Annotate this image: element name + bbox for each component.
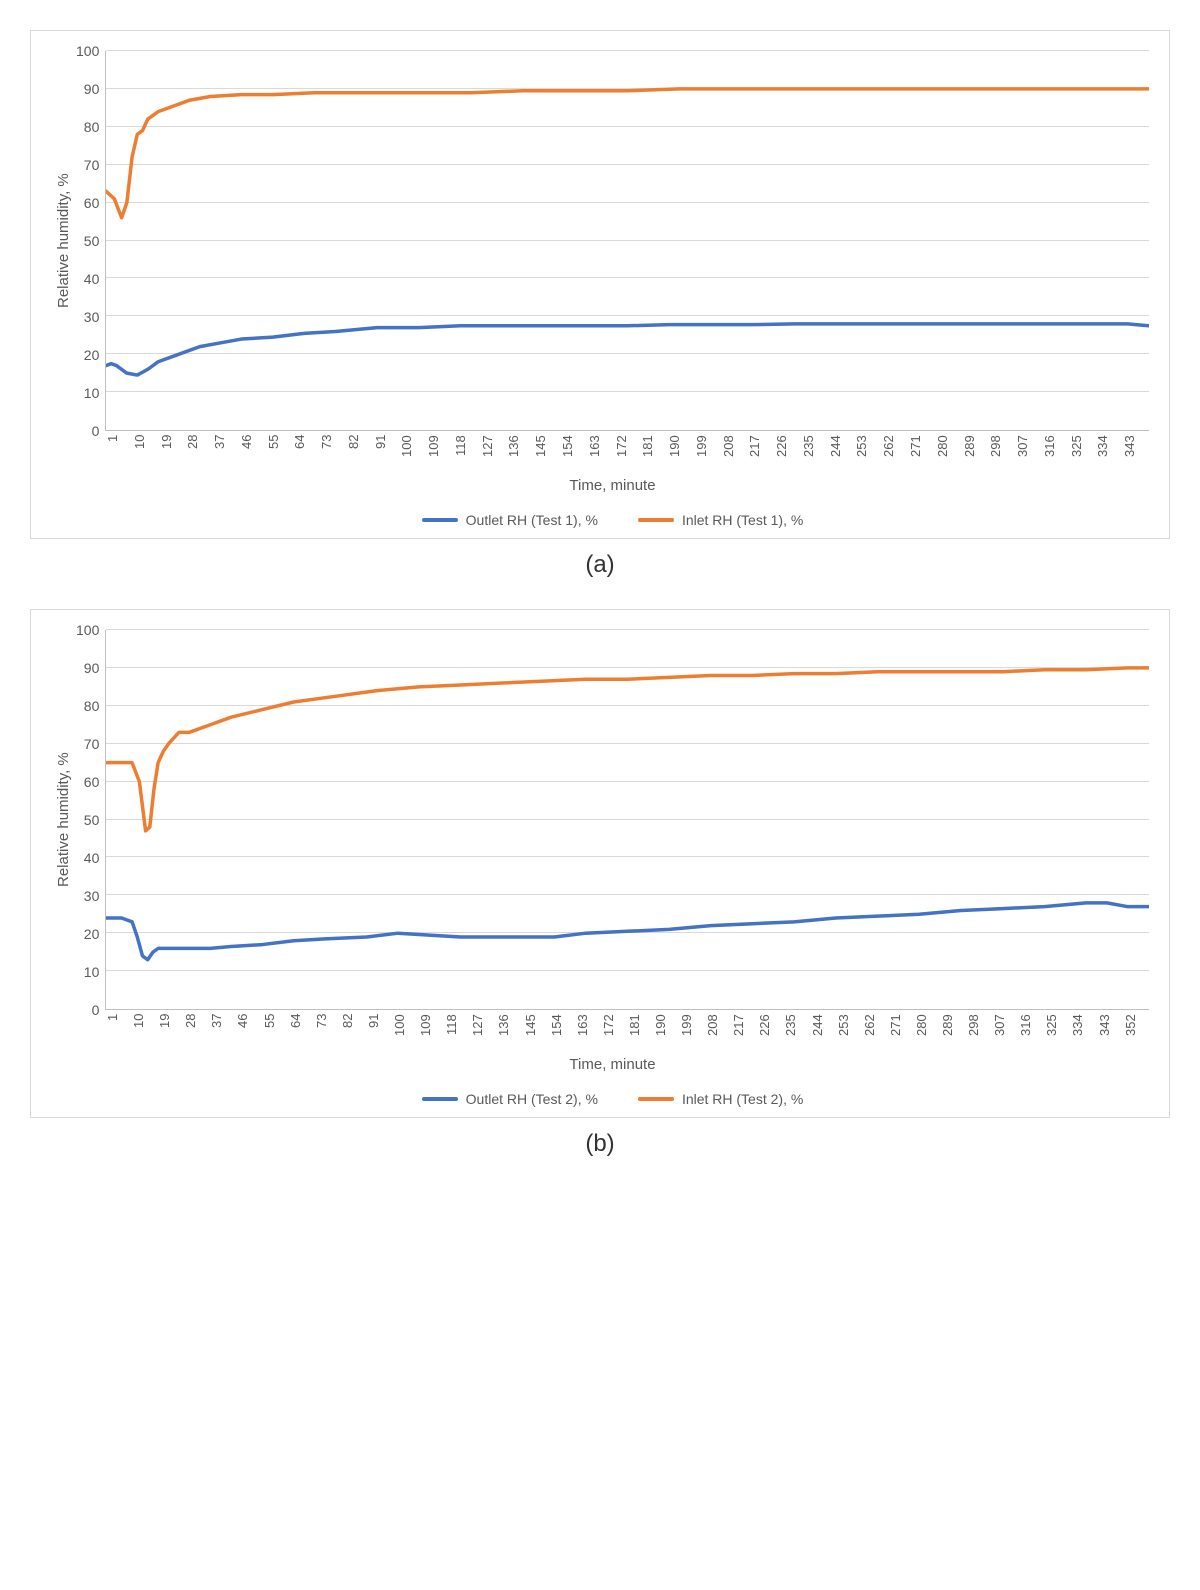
legend-label: Inlet RH (Test 1), % [682,512,803,528]
series-line-1 [106,668,1149,831]
y-ticks: 0102030405060708090100 [76,51,105,431]
legend-item-1: Inlet RH (Test 2), % [638,1091,803,1107]
legend-swatch [422,1097,458,1101]
x-ticks: 1101928374655647382911001091181271361451… [105,1010,1149,1050]
series-line-1 [106,89,1149,218]
legend-label: Inlet RH (Test 2), % [682,1091,803,1107]
legend-label: Outlet RH (Test 2), % [466,1091,598,1107]
x-axis-label: Time, minute [76,1050,1149,1085]
plot-area [105,51,1149,431]
panel-caption: (b) [30,1130,1170,1158]
plot-area [105,630,1149,1010]
x-axis-label: Time, minute [76,471,1149,506]
series-line-0 [106,324,1149,375]
legend: Outlet RH (Test 2), % Inlet RH (Test 2), … [76,1085,1149,1107]
chart-panel-0: Relative humidity, %01020304050607080901… [30,30,1170,539]
y-axis-label: Relative humidity, % [51,630,76,1010]
x-ticks: 1101928374655647382911001091181271361451… [105,431,1149,471]
legend-label: Outlet RH (Test 1), % [466,512,598,528]
y-ticks: 0102030405060708090100 [76,630,105,1010]
legend-swatch [422,518,458,522]
panel-caption: (a) [30,551,1170,579]
series-line-0 [106,903,1149,960]
legend-item-1: Inlet RH (Test 1), % [638,512,803,528]
chart-panel-1: Relative humidity, %01020304050607080901… [30,609,1170,1118]
legend-item-0: Outlet RH (Test 2), % [422,1091,598,1107]
y-axis-label: Relative humidity, % [51,51,76,431]
legend-swatch [638,518,674,522]
legend-item-0: Outlet RH (Test 1), % [422,512,598,528]
legend-swatch [638,1097,674,1101]
legend: Outlet RH (Test 1), % Inlet RH (Test 1), … [76,506,1149,528]
